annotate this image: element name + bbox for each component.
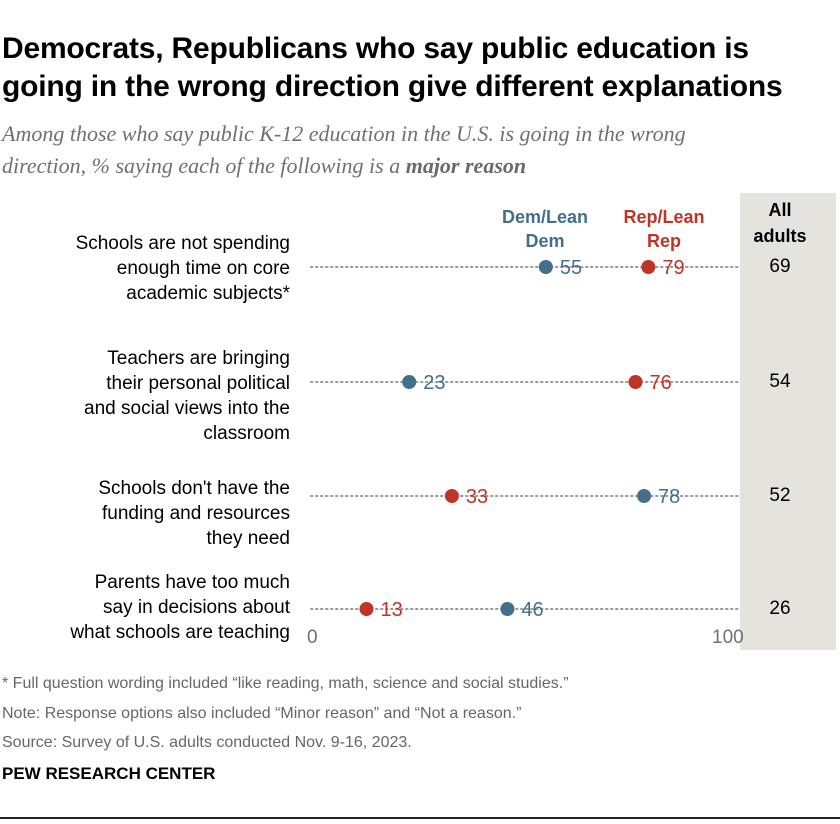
legend-dem: Dem/Lean Dem bbox=[478, 205, 612, 253]
legend-dem-line-2: Dem bbox=[525, 231, 565, 251]
footnote: * Full question wording included “like r… bbox=[2, 675, 569, 692]
dem-dot bbox=[402, 375, 417, 389]
brand-logo-text: PEW RESEARCH CENTER bbox=[2, 764, 216, 783]
dem-value-label: 23 bbox=[423, 372, 445, 394]
title-line-1: Democrats, Republicans who say public ed… bbox=[2, 32, 749, 65]
row-label-line: funding and resources bbox=[101, 503, 290, 524]
subtitle-line-1: Among those who say public K-12 educatio… bbox=[2, 121, 686, 146]
legend-rep-line-2: Rep bbox=[646, 231, 681, 251]
all-adults-value: 52 bbox=[769, 485, 791, 506]
row-label-line: Schools are not spending bbox=[75, 233, 290, 254]
subtitle-line-2: direction, % saying each of the followin… bbox=[2, 150, 838, 182]
row-label-line: what schools are teaching bbox=[70, 622, 290, 643]
rep-value-label: 13 bbox=[381, 599, 403, 621]
legend-rep-line-1: Rep/Lean bbox=[623, 207, 705, 227]
dem-dot bbox=[500, 602, 515, 616]
dem-value-label: 55 bbox=[560, 257, 582, 279]
dem-value-label: 46 bbox=[521, 599, 543, 621]
chart-title: Democrats, Republicans who say public ed… bbox=[2, 30, 838, 106]
note: Note: Response options also included “Mi… bbox=[2, 705, 522, 722]
all-adults-value: 26 bbox=[769, 598, 791, 619]
row-label: Schools don't have the funding and resour… bbox=[2, 476, 290, 551]
row-label-line: Parents have too much bbox=[94, 572, 290, 593]
rep-value-label: 33 bbox=[466, 486, 488, 508]
row-label-line: their personal political bbox=[106, 373, 290, 394]
row-label: Schools are not spending enough time on c… bbox=[2, 231, 290, 306]
row-label-line: and social views into the bbox=[84, 398, 290, 419]
legend-dem-line-1: Dem/Lean bbox=[501, 207, 589, 227]
all-adults-value: 69 bbox=[769, 256, 791, 277]
dem-dot bbox=[538, 260, 553, 274]
dem-value-label: 78 bbox=[658, 486, 680, 508]
dem-dot bbox=[637, 489, 652, 503]
row-label-line: classroom bbox=[203, 423, 290, 444]
row-label: Parents have too much say in decisions ab… bbox=[2, 570, 290, 645]
rep-value-label: 76 bbox=[650, 372, 672, 394]
row-label: Teachers are bringing their personal poli… bbox=[2, 346, 290, 446]
subtitle-emphasis: major reason bbox=[405, 153, 527, 178]
x-tick-label: 0 bbox=[307, 627, 318, 648]
all-adults-panel bbox=[740, 193, 836, 650]
rep-dot bbox=[444, 489, 459, 503]
row-label-line: Teachers are bringing bbox=[107, 348, 290, 369]
rep-dot bbox=[641, 260, 656, 274]
x-tick-label: 100 bbox=[712, 627, 744, 648]
bottom-rule bbox=[0, 817, 840, 819]
chart-subtitle: Among those who say public K-12 educatio… bbox=[2, 118, 838, 182]
all-adults-value: 54 bbox=[769, 371, 791, 392]
source: Source: Survey of U.S. adults conducted … bbox=[2, 734, 412, 751]
all-header-line-2: adults bbox=[753, 226, 807, 246]
rep-value-label: 79 bbox=[662, 257, 684, 279]
all-adults-header: All adults bbox=[740, 197, 820, 249]
all-header-line-1: All bbox=[768, 200, 792, 220]
rep-dot bbox=[628, 375, 643, 389]
subtitle-text: direction, % saying each of the followin… bbox=[2, 153, 406, 178]
legend-rep: Rep/Lean Rep bbox=[600, 205, 728, 253]
row-label-line: they need bbox=[206, 528, 290, 549]
rep-dot bbox=[359, 602, 374, 616]
row-label-line: say in decisions about bbox=[103, 597, 290, 618]
row-label-line: Schools don't have the bbox=[98, 478, 290, 499]
title-line-2: going in the wrong direction give differ… bbox=[2, 70, 783, 103]
row-label-line: enough time on core bbox=[116, 258, 290, 279]
row-label-line: academic subjects* bbox=[126, 283, 290, 304]
